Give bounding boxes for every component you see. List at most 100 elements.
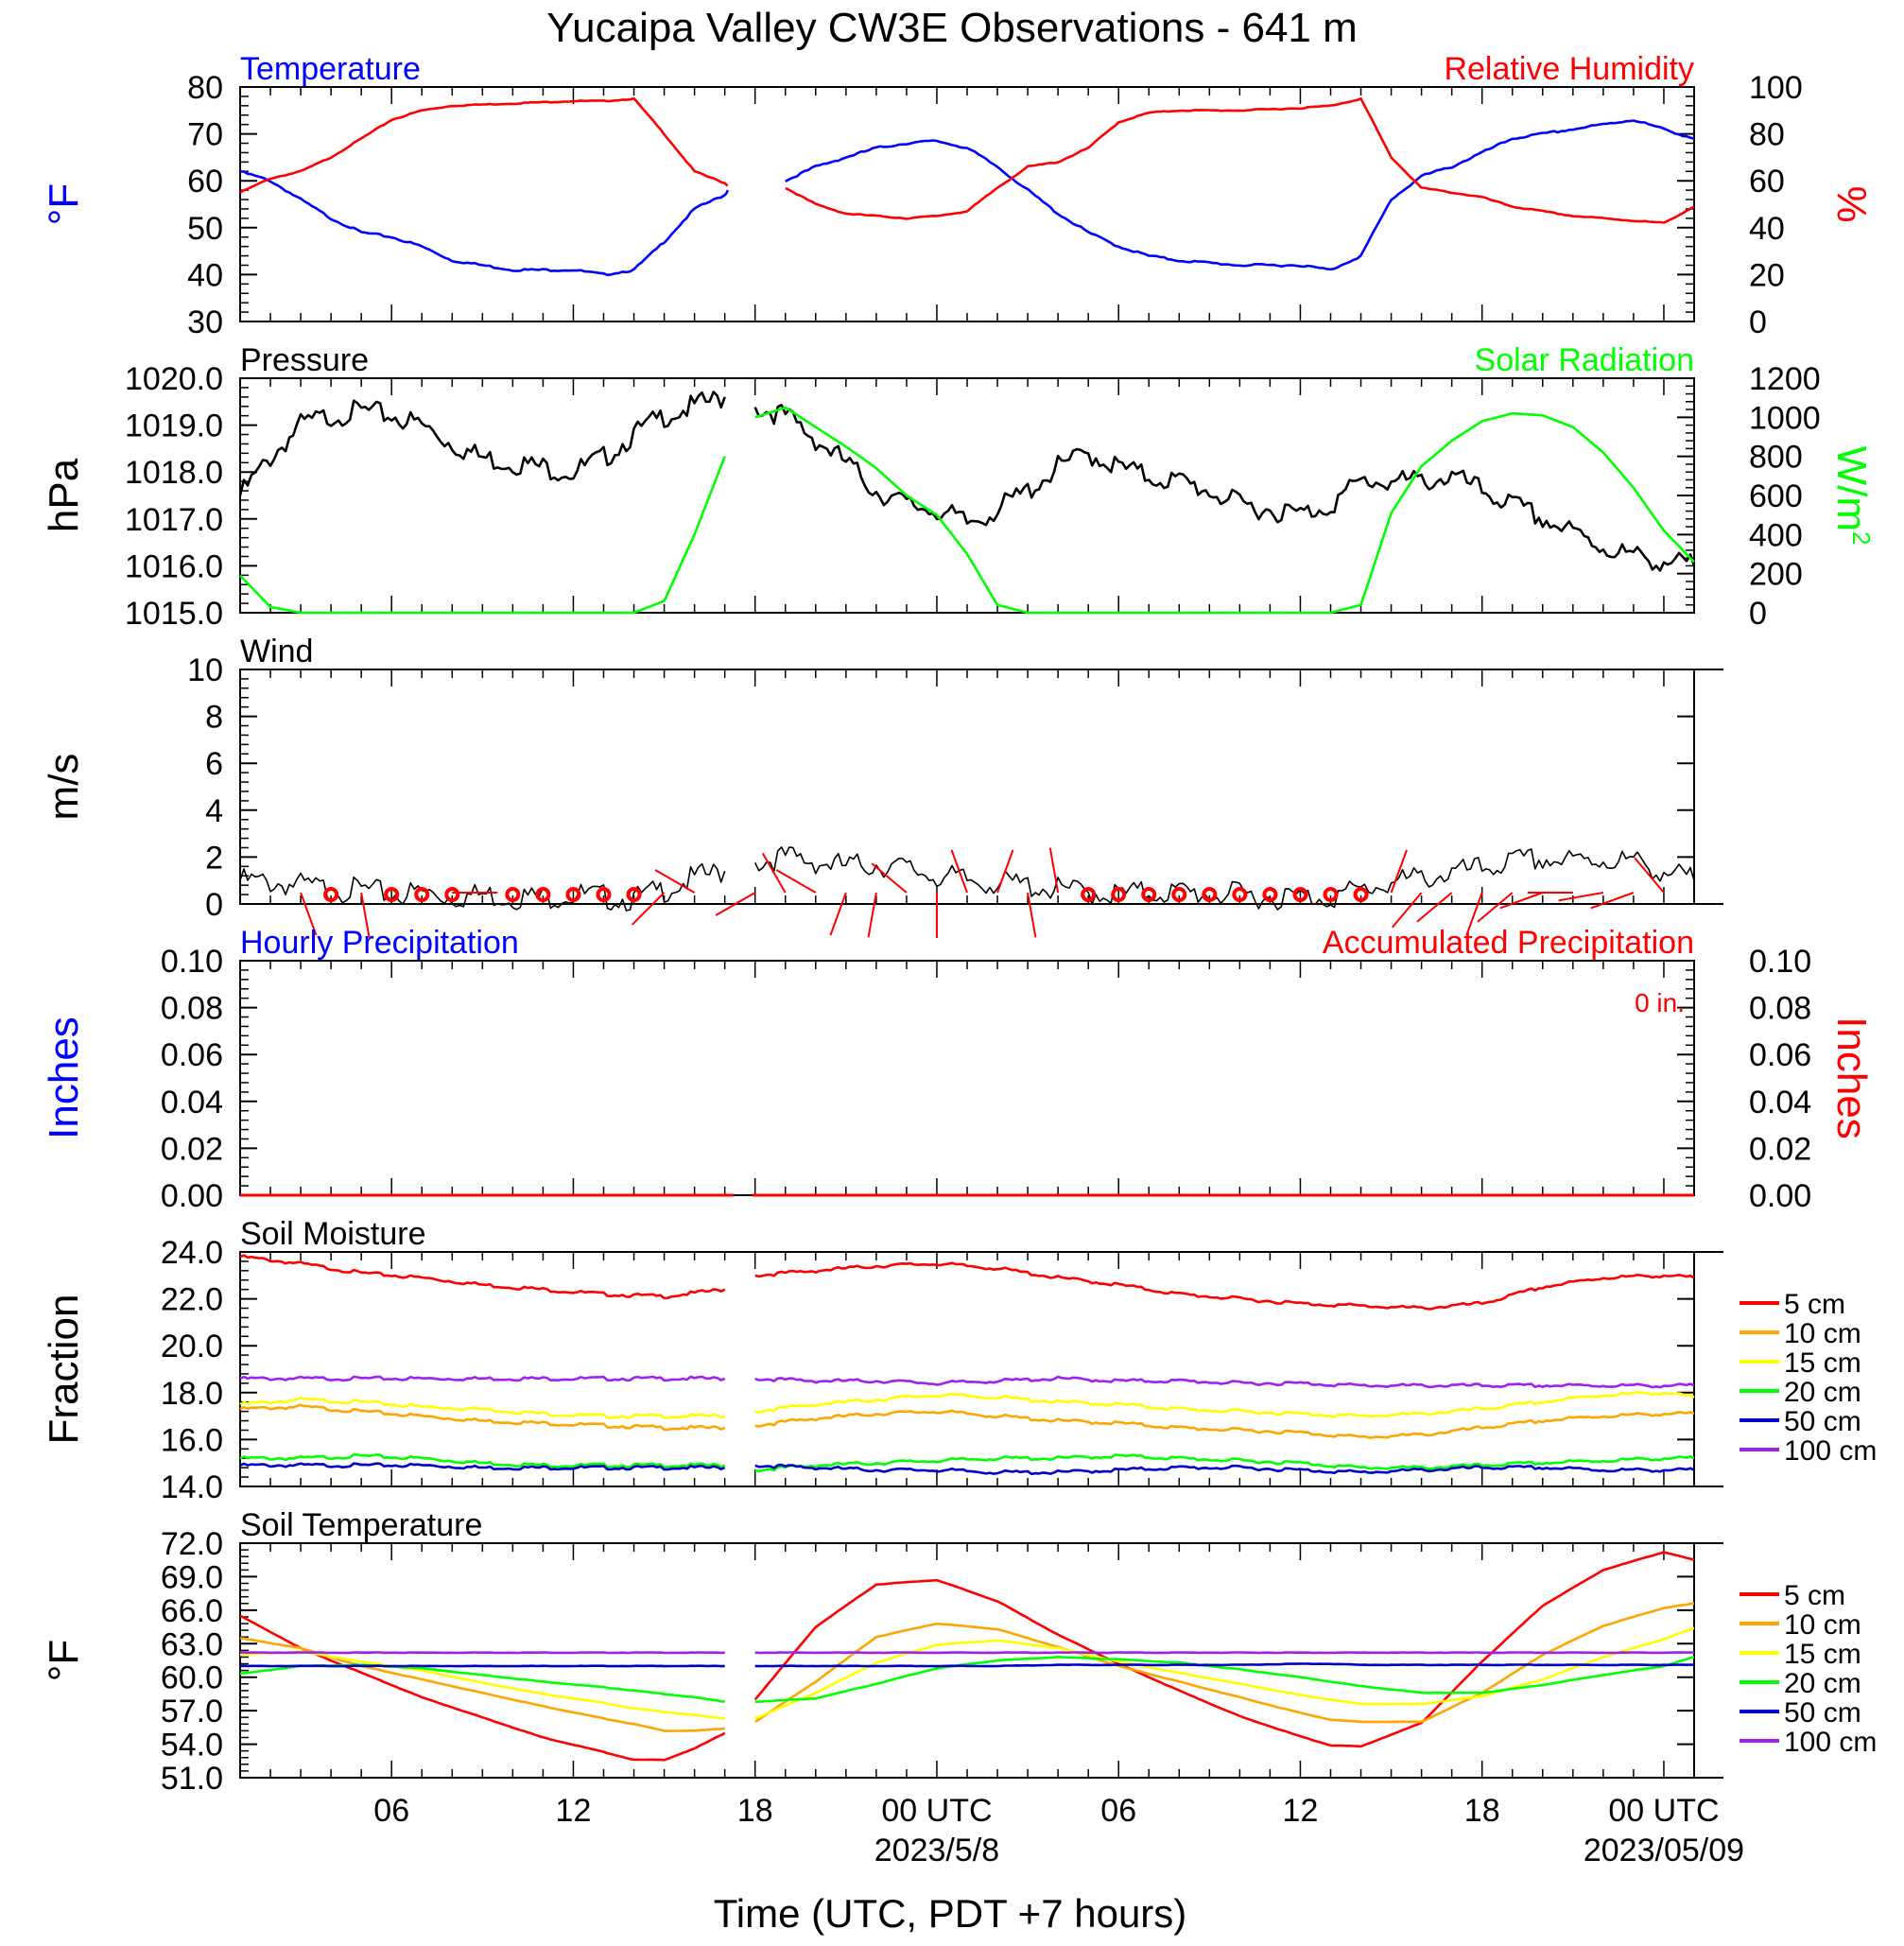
x-tick-label: 12	[556, 1793, 592, 1829]
wind-direction-barb	[360, 892, 371, 938]
panel-label-left: Soil Moisture	[240, 1216, 426, 1252]
ytick-label-right: 1200	[1749, 361, 1821, 397]
ytick-label-left: 1019.0	[125, 408, 223, 444]
x-tick-label: 06	[1100, 1793, 1136, 1829]
ytick-label-right: 0.08	[1749, 991, 1811, 1027]
legend-label: 20 cm	[1784, 1377, 1861, 1408]
series-20-cm-seg-1	[754, 1453, 1695, 1473]
legend-label: 100 cm	[1784, 1727, 1877, 1758]
series-20-cm-seg-1	[754, 1655, 1695, 1703]
wind-direction-barb	[1590, 892, 1635, 910]
ytick-label-right: 20	[1749, 257, 1785, 293]
y-axis-title-right: Inches	[1828, 1016, 1875, 1139]
panel-label-right: Accumulated Precipitation	[1323, 925, 1694, 961]
ytick-label-right: 800	[1749, 440, 1803, 476]
accumulated-total: 0 in.	[1635, 988, 1685, 1017]
legend-label: 50 cm	[1784, 1406, 1861, 1437]
panel-precip: 0.10 0.08 0.06 0.04 0.02 0.00 0.10 0.08 0.06 0.04…	[41, 925, 1875, 1214]
series-temperature-seg-0	[239, 170, 730, 277]
series-5-cm-seg-0	[239, 1614, 726, 1762]
y-axis-title-left: Inches	[41, 1016, 87, 1139]
legend-label: 10 cm	[1784, 1318, 1861, 1349]
ytick-label-left: 72.0	[161, 1526, 223, 1562]
wind-direction-barb	[1027, 892, 1037, 938]
series-15-cm-seg-1	[754, 1626, 1695, 1720]
ytick-label-left: 0	[205, 887, 223, 923]
calm-wind-marker	[596, 887, 612, 902]
series-50-cm-seg-1	[754, 1662, 1695, 1668]
ytick-label-right: 400	[1749, 517, 1803, 553]
wind-direction-barb	[1477, 892, 1514, 923]
wind-direction-barb	[1634, 857, 1665, 894]
ytick-label-left: 80	[187, 70, 223, 106]
ytick-label-left: 1016.0	[125, 548, 223, 584]
ytick-label-left: 0.10	[161, 944, 223, 980]
panel-label-right: Solar Radiation	[1475, 342, 1694, 378]
ytick-label-left: 40	[187, 257, 223, 293]
y-axis-title-left: Fraction	[41, 1294, 87, 1445]
y-axis-title-left: °F	[41, 1640, 87, 1681]
series-pressure-seg-0	[238, 391, 726, 496]
legend-label: 50 cm	[1784, 1697, 1861, 1729]
series-solar-radiation-seg-1	[754, 406, 1695, 615]
legend-label: 10 cm	[1784, 1609, 1861, 1641]
ytick-label-left: 0.06	[161, 1037, 223, 1073]
series-15-cm-seg-1	[754, 1390, 1695, 1418]
ytick-label-left: 1018.0	[125, 455, 223, 491]
wind-direction-barb	[715, 892, 756, 916]
wind-direction-barb	[1465, 892, 1483, 936]
series-100-cm-seg-1	[754, 1651, 1695, 1655]
wind-direction-barb	[300, 892, 318, 936]
calm-wind-marker	[1202, 887, 1218, 902]
ytick-label-left: 54.0	[161, 1728, 223, 1764]
wind-direction-barb	[775, 869, 817, 894]
ytick-label-left: 63.0	[161, 1626, 223, 1662]
calm-wind-marker	[505, 887, 521, 902]
calm-wind-marker	[414, 887, 430, 902]
series-wind-seg-1	[753, 846, 1695, 911]
panel-pressure_solar: 1020.0 1019.0 1018.0 1017.0 1016.0 1015.0 1200…	[41, 342, 1876, 632]
series-100-cm-seg-1	[754, 1375, 1695, 1389]
panel-frame	[239, 669, 1695, 905]
ytick-label-left: 2	[205, 840, 223, 876]
legend-label: 15 cm	[1784, 1639, 1861, 1670]
series-15-cm-seg-0	[239, 1397, 726, 1419]
ytick-label-right: 0.06	[1749, 1037, 1811, 1073]
panel-label-left: Hourly Precipitation	[240, 925, 519, 961]
series-pressure-seg-1	[753, 403, 1696, 572]
y-axis-title-right: %	[1828, 185, 1875, 222]
ytick-label-right: 200	[1749, 557, 1803, 593]
x-tick-label: 12	[1283, 1793, 1319, 1829]
ytick-label-left: 0.00	[161, 1178, 223, 1214]
ytick-label-right: 600	[1749, 478, 1803, 514]
calm-wind-marker	[323, 887, 339, 902]
ytick-label-left: 10	[187, 652, 223, 688]
wind-direction-barb	[1390, 849, 1408, 894]
series-10-cm-seg-1	[754, 1409, 1695, 1439]
series-50-cm-seg-1	[754, 1463, 1695, 1476]
figure-title: Yucaipa Valley CW3E Observations - 641 m	[546, 5, 1358, 51]
x-date-label: 2023/05/09	[1584, 1833, 1744, 1868]
series-15-cm-seg-0	[239, 1650, 725, 1720]
series-5-cm-seg-0	[239, 1254, 726, 1300]
calm-wind-marker	[1081, 887, 1097, 902]
wind-direction-barb	[950, 849, 968, 894]
legend-label: 5 cm	[1784, 1289, 1845, 1320]
wind-direction-barb	[1392, 892, 1423, 929]
y-axis-title-left: °F	[41, 183, 87, 225]
superscript: 2	[1847, 531, 1876, 545]
legend-label: 15 cm	[1784, 1347, 1861, 1379]
wind-direction-barb	[829, 892, 847, 936]
panel-label-left: Temperature	[240, 51, 421, 87]
ytick-label-left: 22.0	[161, 1282, 223, 1318]
y-axis-title-left: m/s	[41, 754, 87, 821]
ytick-label-left: 50	[187, 211, 223, 247]
calm-wind-marker	[1292, 887, 1308, 902]
series-20-cm-seg-0	[239, 1452, 726, 1468]
ytick-label-right: 0.00	[1749, 1178, 1811, 1214]
ytick-label-right: 80	[1749, 117, 1785, 153]
ytick-label-left: 51.0	[161, 1761, 223, 1797]
calm-wind-marker	[1232, 887, 1248, 902]
calm-wind-marker	[1323, 887, 1339, 902]
wind-direction-barb	[871, 862, 908, 894]
